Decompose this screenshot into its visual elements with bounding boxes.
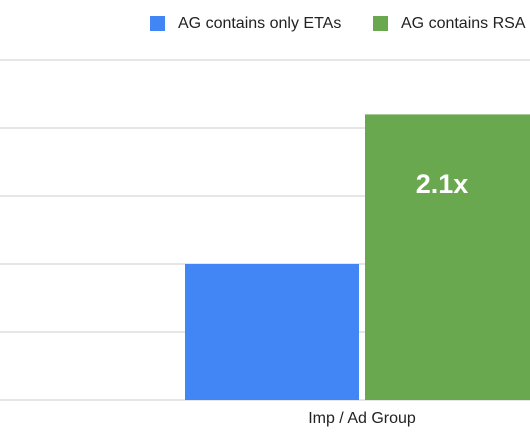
legend-swatch xyxy=(373,16,388,31)
bar-annotation: 2.1x xyxy=(416,169,469,199)
bar xyxy=(365,114,530,401)
legend-swatch xyxy=(150,16,165,31)
legend-label: AG contains only ETAs xyxy=(178,15,341,32)
bar xyxy=(185,264,359,400)
x-tick-label: Imp / Ad Group xyxy=(308,410,416,427)
legend-label: AG contains RSA xyxy=(401,15,526,32)
